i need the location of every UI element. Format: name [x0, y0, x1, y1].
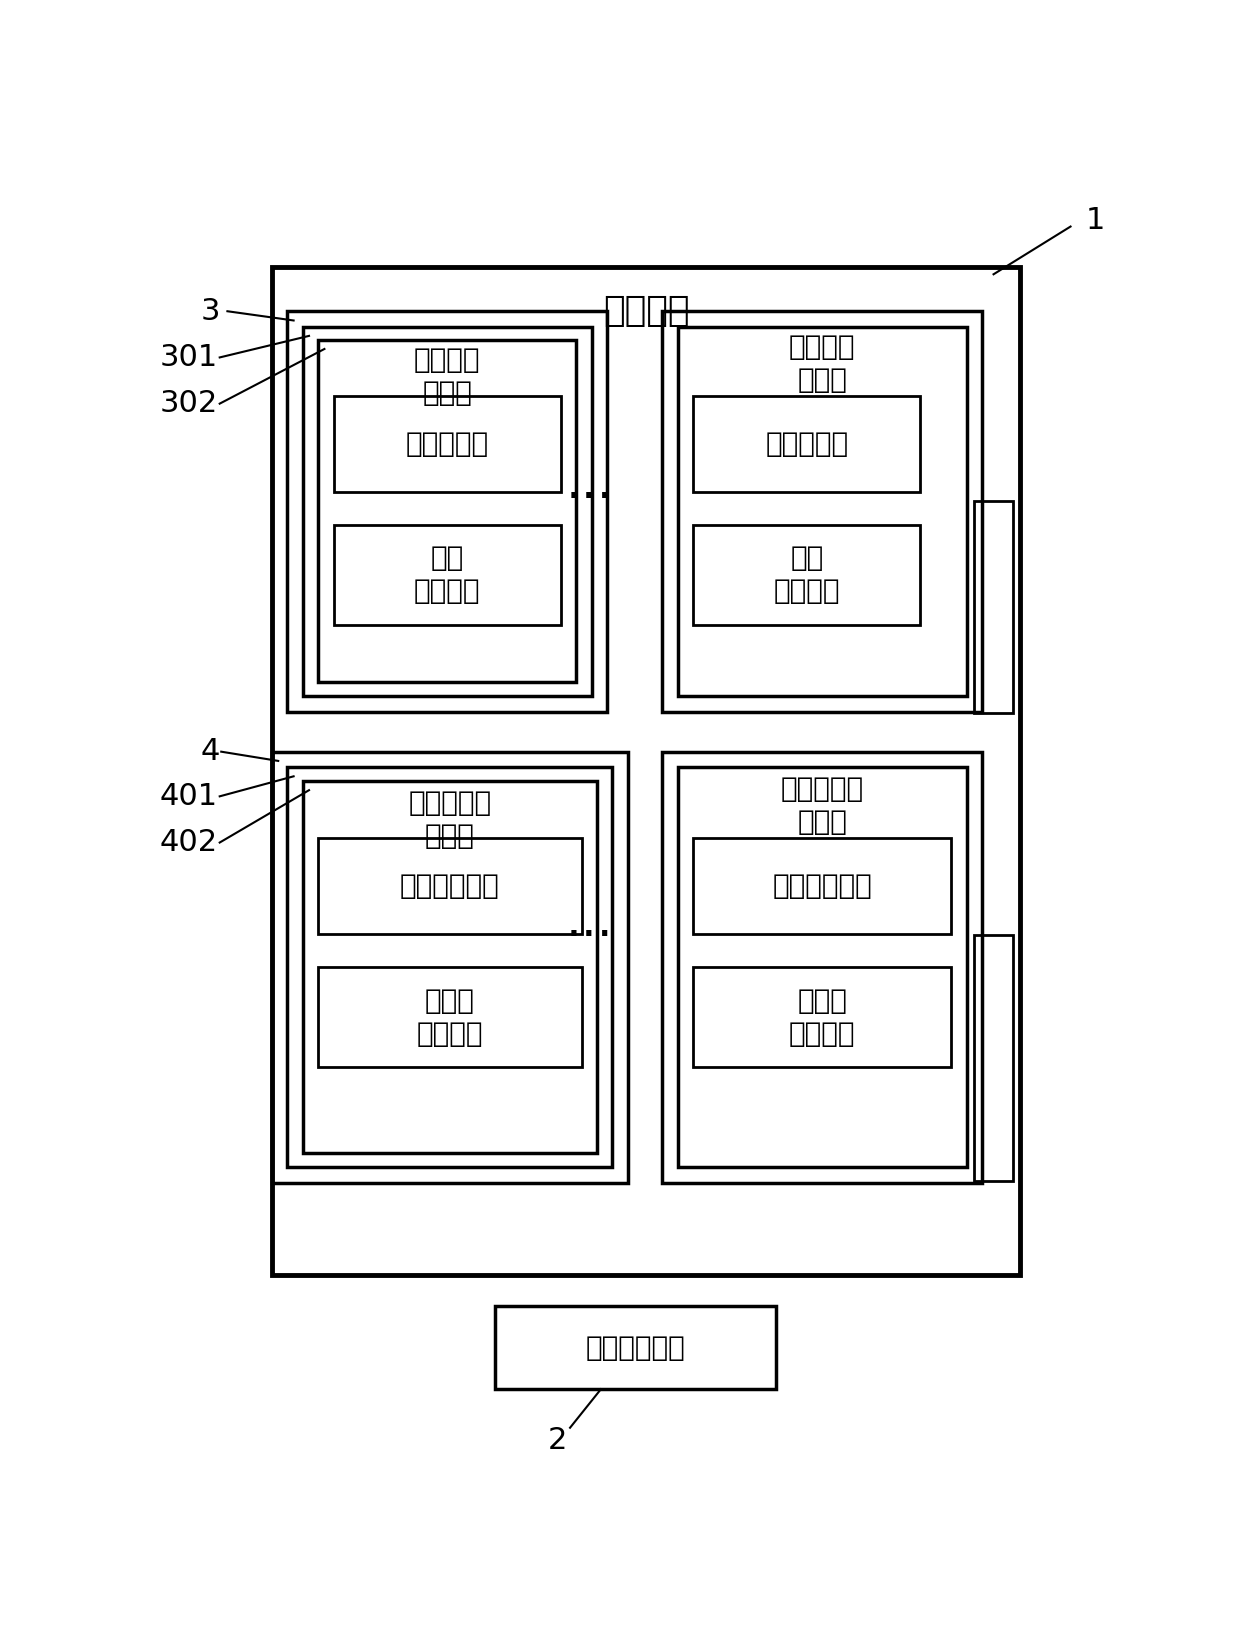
Text: 401: 401 — [160, 783, 218, 810]
Text: 真空度控制
子系统: 真空度控制 子系统 — [408, 789, 491, 850]
Text: 302: 302 — [160, 390, 218, 418]
Bar — [288, 768, 613, 1167]
Text: 真空度
调节装置: 真空度 调节装置 — [417, 986, 484, 1047]
Text: 反应腔室: 反应腔室 — [603, 294, 689, 329]
Text: 301: 301 — [160, 344, 218, 372]
Bar — [662, 751, 982, 1184]
Bar — [319, 838, 582, 934]
Bar — [693, 967, 951, 1067]
Bar — [319, 967, 582, 1067]
Text: 反馈控制装置: 反馈控制装置 — [585, 1333, 686, 1361]
Text: 真空度传感器: 真空度传感器 — [773, 871, 872, 899]
Bar — [495, 1305, 776, 1389]
Bar — [319, 340, 577, 682]
Text: 真空度控制
子系统: 真空度控制 子系统 — [781, 776, 864, 835]
Bar — [303, 781, 596, 1152]
Text: 1: 1 — [1086, 206, 1105, 235]
Text: ···: ··· — [565, 912, 613, 960]
Text: 真空度传感器: 真空度传感器 — [401, 871, 500, 899]
Bar — [678, 327, 967, 697]
Text: 2: 2 — [547, 1427, 567, 1455]
Bar — [272, 751, 627, 1184]
Bar — [303, 327, 591, 697]
Bar — [693, 838, 951, 934]
Bar — [334, 524, 560, 625]
Text: 真空度
调节装置: 真空度 调节装置 — [789, 986, 856, 1047]
Text: 3: 3 — [201, 296, 221, 326]
Text: 402: 402 — [160, 829, 218, 857]
Text: 温度
调节装置: 温度 调节装置 — [774, 544, 839, 605]
Bar — [975, 935, 1013, 1182]
Bar — [272, 266, 1021, 1276]
Text: ···: ··· — [565, 473, 613, 521]
Bar — [693, 524, 920, 625]
Bar — [975, 501, 1013, 713]
Text: 4: 4 — [201, 737, 221, 766]
Bar — [693, 396, 920, 492]
Text: 温度传感器: 温度传感器 — [405, 431, 489, 459]
Bar — [662, 311, 982, 712]
Bar — [334, 396, 560, 492]
Bar — [678, 768, 967, 1167]
Bar — [288, 311, 608, 712]
Text: 温度控制
子系统: 温度控制 子系统 — [414, 347, 480, 408]
Text: 温度
调节装置: 温度 调节装置 — [414, 544, 480, 605]
Text: 温度传感器: 温度传感器 — [765, 431, 848, 459]
Text: 温度控制
子系统: 温度控制 子系统 — [789, 334, 856, 395]
